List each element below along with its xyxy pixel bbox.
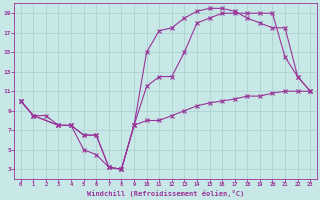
X-axis label: Windchill (Refroidissement éolien,°C): Windchill (Refroidissement éolien,°C) — [87, 190, 244, 197]
